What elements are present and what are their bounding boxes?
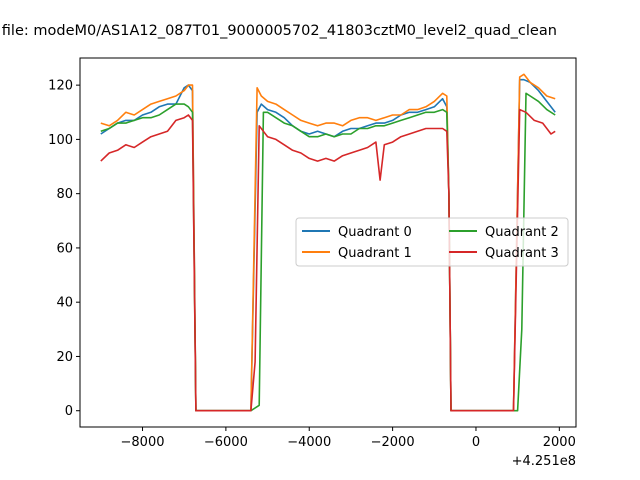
legend: Quadrant 0 Quadrant 1 Quadrant 2 Quadrant 3 (295, 217, 569, 267)
x-tick-label: 2000 (543, 435, 576, 450)
x-tick-label: −4000 (287, 435, 331, 450)
x-tick-label: −2000 (371, 435, 415, 450)
x-tick-label: −6000 (204, 435, 248, 450)
series-line-quadrant-3 (100, 108, 556, 412)
chart-title: n file: modeM0/AS1A12_087T01_9000005702_… (0, 23, 557, 39)
legend-label: Quadrant 3 (485, 246, 559, 261)
legend-label: Quadrant 1 (338, 246, 412, 261)
y-axis: 0 20 40 60 80 100 120 (48, 79, 80, 419)
x-axis: −8000 −6000 −4000 −2000 0 2000 (121, 427, 576, 450)
plot-lines (100, 73, 556, 412)
y-tick-label: 100 (48, 133, 73, 148)
y-tick-label: 60 (56, 241, 73, 256)
x-tick-label: 0 (472, 435, 480, 450)
legend-label: Quadrant 2 (485, 225, 559, 240)
x-tick-label: −8000 (121, 435, 165, 450)
legend-box (295, 217, 569, 267)
x-axis-offset-label: +4.251e8 (512, 454, 576, 469)
legend-label: Quadrant 0 (338, 225, 412, 240)
y-tick-label: 120 (48, 79, 73, 94)
y-tick-label: 0 (65, 404, 73, 419)
plot-frame (79, 57, 577, 428)
y-tick-label: 20 (56, 350, 73, 365)
y-tick-label: 40 (56, 296, 73, 311)
y-tick-label: 80 (56, 187, 73, 202)
